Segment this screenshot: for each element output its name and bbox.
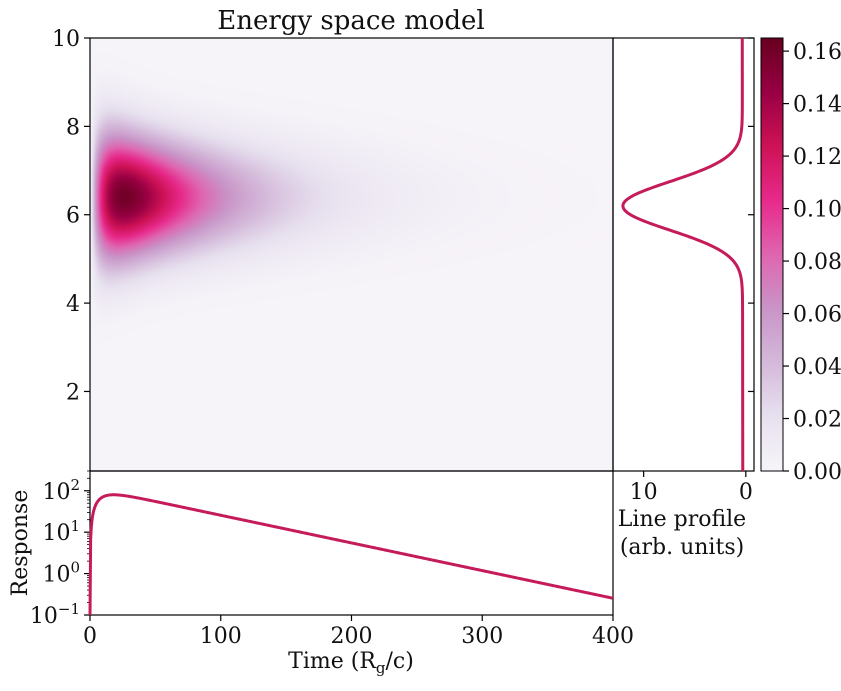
response-x-tick-label: 400 xyxy=(592,624,634,649)
response-x-tick-label: 100 xyxy=(200,624,242,649)
tick-exponent: 0 xyxy=(70,559,80,577)
heatmap-y-tick-label: 10 xyxy=(52,27,80,52)
colorbar-tick-label: 0.14 xyxy=(793,93,841,118)
profile-x-tick-label: 0 xyxy=(739,480,753,505)
heatmap-y-tick-label: 4 xyxy=(66,292,80,317)
heatmap-y-tick-label: 6 xyxy=(66,204,80,229)
response-ylabel: Response xyxy=(8,490,33,597)
response-y-tick-label: 10−1 xyxy=(30,600,80,629)
profile-xlabel-2: (arb. units) xyxy=(620,535,744,560)
response-y-tick-label: 101 xyxy=(42,517,80,546)
colorbar-tick-label: 0.12 xyxy=(793,145,841,170)
tick-base: 10 xyxy=(42,480,70,505)
profile-frame xyxy=(612,37,755,472)
colorbar-axis: 0.00 0.02 0.04 0.06 0.08 0.10 0.12 0.14 0.16 xyxy=(783,40,841,485)
colorbar-tick-label: 0.00 xyxy=(793,460,841,485)
profile-x-axis: 10 0 xyxy=(630,471,753,505)
response-y-tick-label: 100 xyxy=(42,559,80,588)
tick-base: 10 xyxy=(42,563,70,588)
colorbar-tick-label: 0.04 xyxy=(793,355,841,380)
heatmap-y-tick-label: 2 xyxy=(66,380,80,405)
tick-base: 10 xyxy=(30,604,58,629)
response-xlabel: Time (Rg/c) xyxy=(288,649,414,677)
response-x-axis: 0 100 200 300 400 xyxy=(83,615,634,649)
tick-exponent: −1 xyxy=(58,600,80,618)
profile-xlabel: Line profile xyxy=(618,507,746,532)
colorbar xyxy=(760,37,784,472)
response-x-tick-label: 200 xyxy=(331,624,373,649)
colorbar-tick-label: 0.10 xyxy=(793,198,841,223)
colorbar-tick-label: 0.08 xyxy=(793,250,841,275)
response-x-tick-label: 0 xyxy=(83,624,97,649)
response-x-tick-label: 300 xyxy=(461,624,503,649)
response-line xyxy=(88,493,614,616)
colorbar-tick-label: 0.06 xyxy=(793,303,841,328)
profile-line xyxy=(621,38,745,471)
profile-x-tick-label: 10 xyxy=(630,480,658,505)
heatmap-y-axis: 2 4 6 8 10 xyxy=(52,27,90,405)
profile-right-ticks xyxy=(748,37,754,393)
colorbar-tick-label: 0.16 xyxy=(793,40,841,65)
heatmap-y-tick-label: 8 xyxy=(66,115,80,140)
response-y-tick-label: 102 xyxy=(42,476,80,505)
tick-base: 10 xyxy=(42,521,70,546)
heatmap-image-container xyxy=(90,38,613,471)
tick-exponent: 2 xyxy=(70,476,80,494)
tick-exponent: 1 xyxy=(70,517,80,535)
heatmap-image xyxy=(90,38,613,471)
heatmap-title: Energy space model xyxy=(217,6,485,36)
colorbar-tick-label: 0.02 xyxy=(793,408,841,433)
